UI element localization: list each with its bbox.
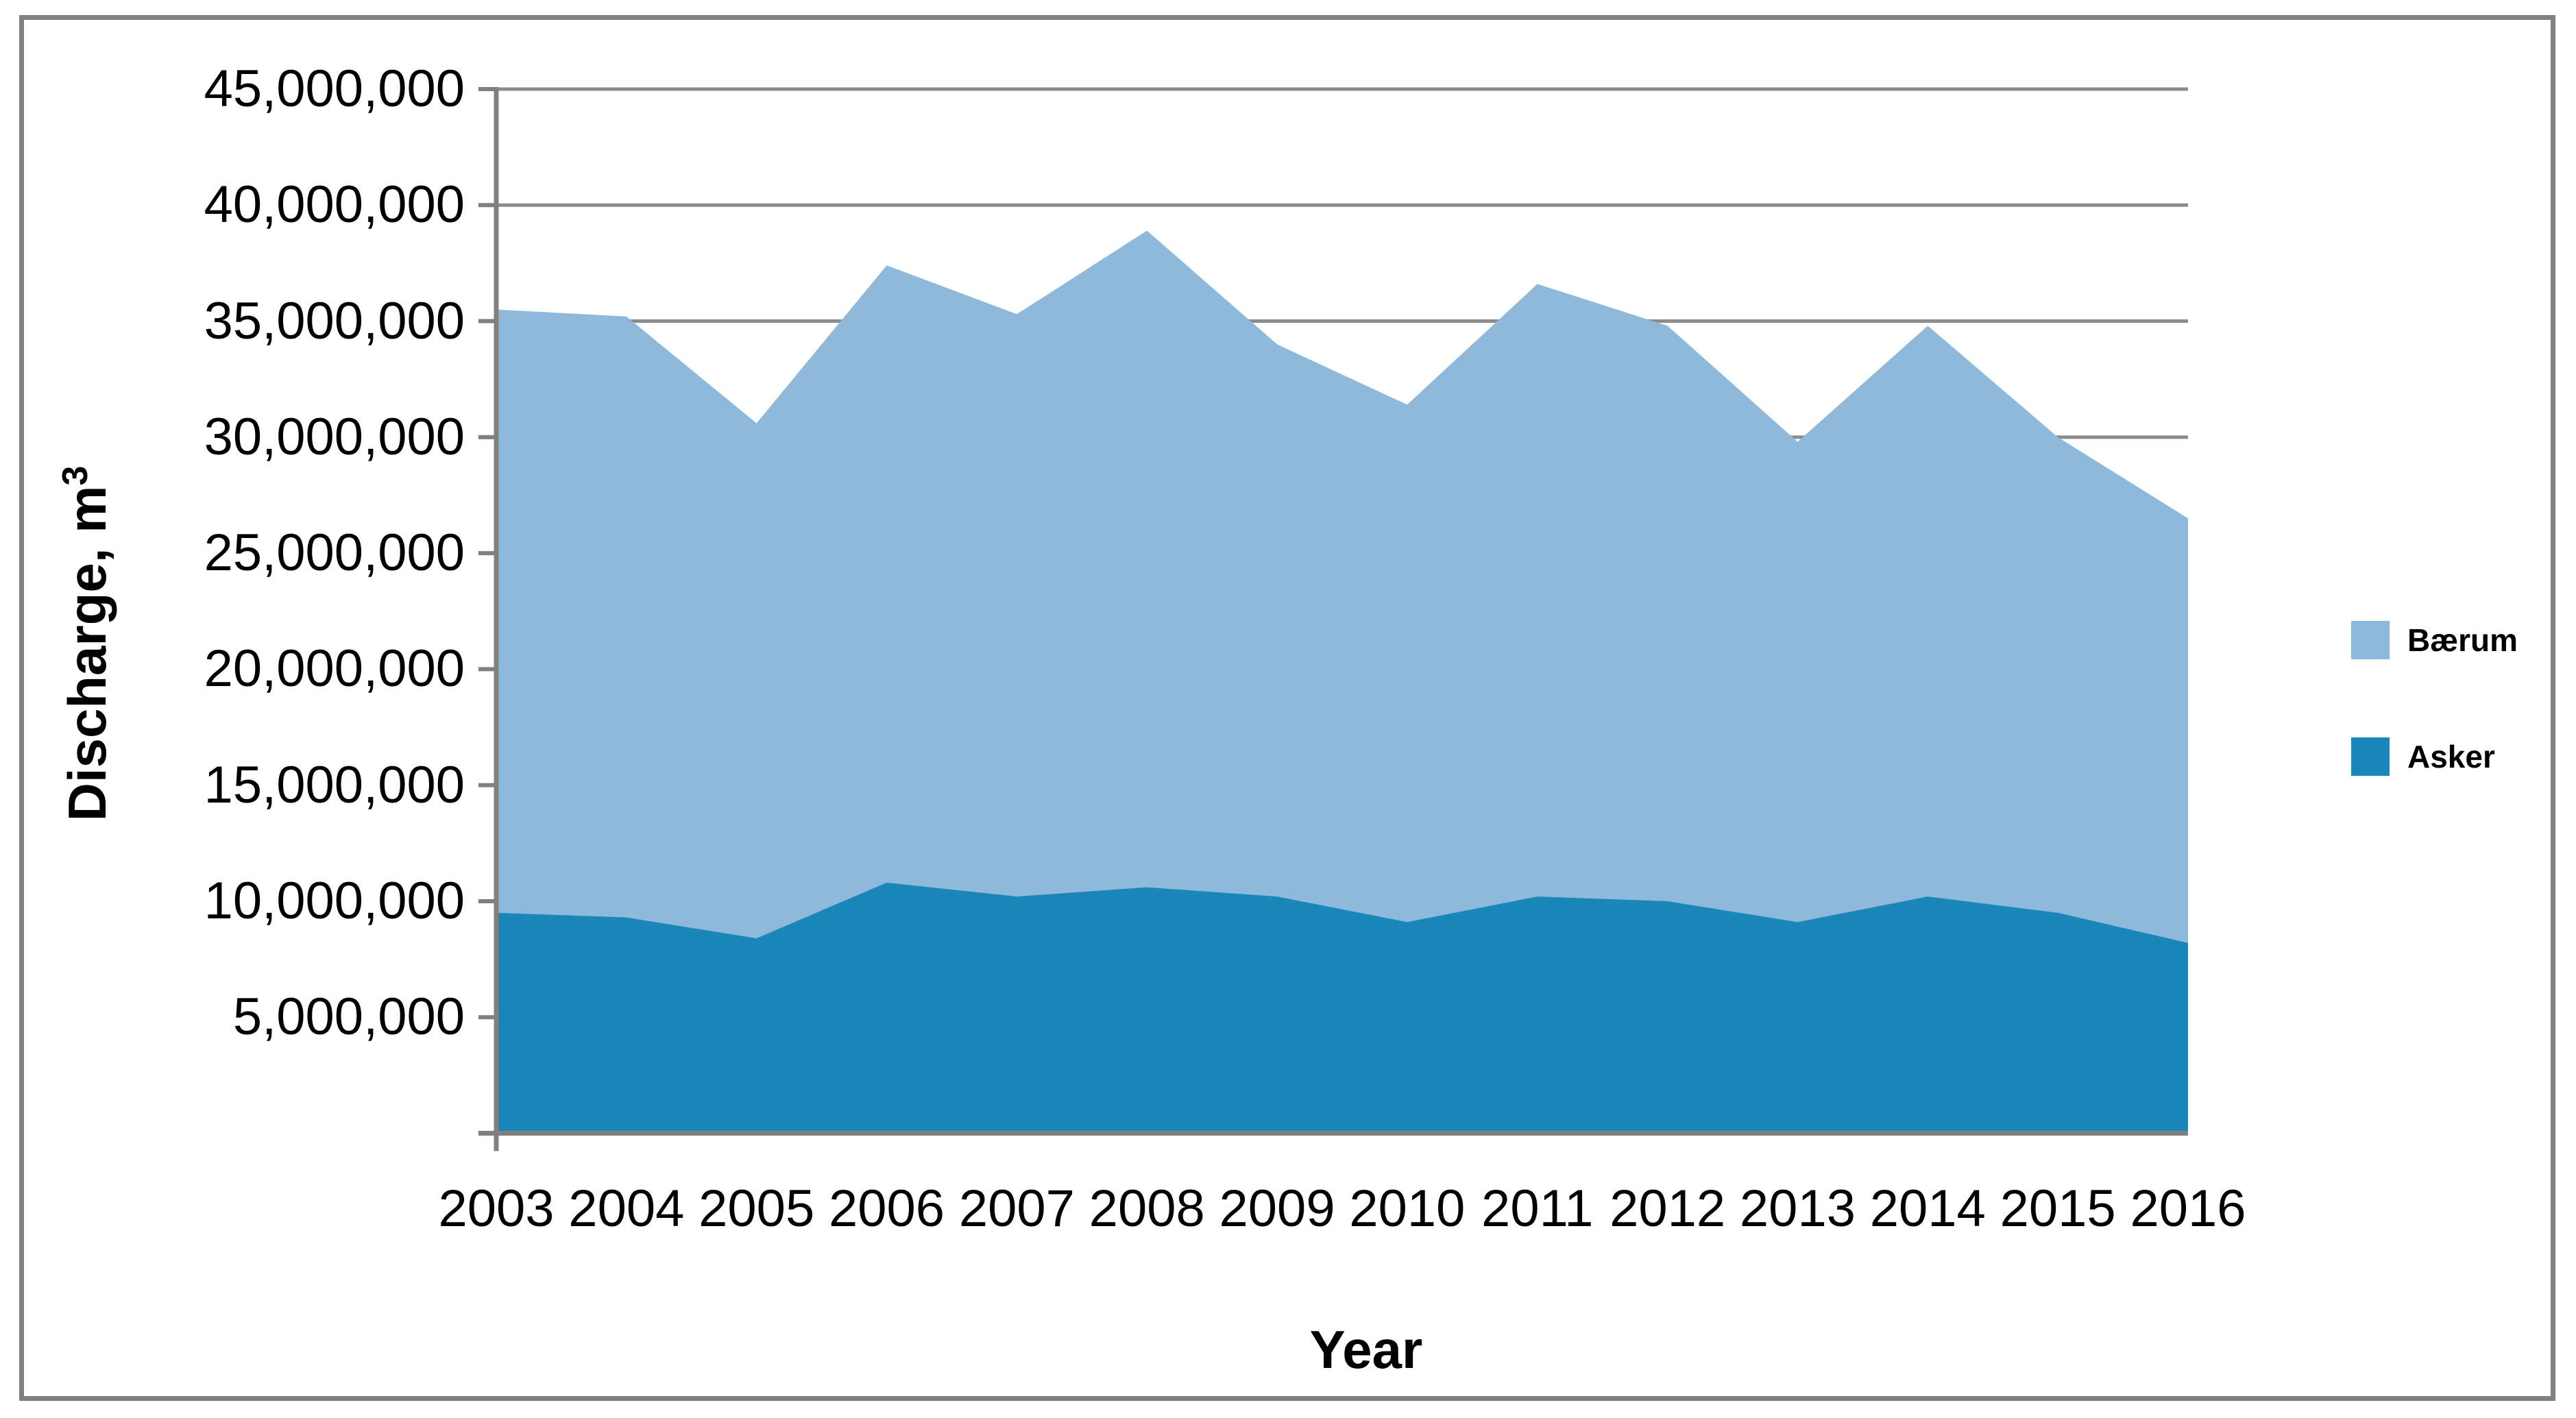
x-tick-label: 2010 [1349,1179,1466,1238]
x-tick-label: 2016 [2130,1179,2246,1238]
x-tick-label: 2015 [2000,1179,2116,1238]
x-tick-label: 2013 [1739,1179,1856,1238]
area-asker [496,882,2188,1134]
y-tick-label: 5,000,000 [232,988,465,1047]
legend: Bærum Asker [2351,620,2571,853]
x-tick-label: 2012 [1609,1179,1726,1238]
y-tick-label: 10,000,000 [204,871,465,930]
y-tick-label: 30,000,000 [204,407,465,466]
x-axis-title: Year [1309,1319,1423,1380]
y-tick-label: 45,000,000 [204,60,465,118]
x-tick-label: 2006 [828,1179,945,1238]
x-tick-label: 2003 [438,1179,555,1238]
x-tick-label: 2011 [1481,1179,1594,1238]
legend-item-asker: Asker [2351,737,2571,777]
x-tick-label: 2005 [698,1179,815,1238]
y-tick-label: 25,000,000 [204,524,465,583]
y-tick-label: 40,000,000 [204,175,465,234]
x-tick-label: 2014 [1869,1179,1986,1238]
x-tick-label: 2009 [1219,1179,1335,1238]
legend-label-baerum: Bærum [2407,622,2518,658]
legend-item-baerum: Bærum [2351,620,2571,660]
legend-swatch-baerum [2351,621,2390,659]
x-tick-label: 2008 [1089,1179,1205,1238]
x-tick-label: 2007 [958,1179,1075,1238]
y-tick-label: 20,000,000 [204,639,465,698]
legend-swatch-asker [2351,737,2390,776]
legend-label-asker: Asker [2407,739,2495,774]
y-tick-label: 35,000,000 [204,291,465,350]
x-tick-label: 2004 [568,1179,685,1238]
y-tick-label: 15,000,000 [204,755,465,814]
